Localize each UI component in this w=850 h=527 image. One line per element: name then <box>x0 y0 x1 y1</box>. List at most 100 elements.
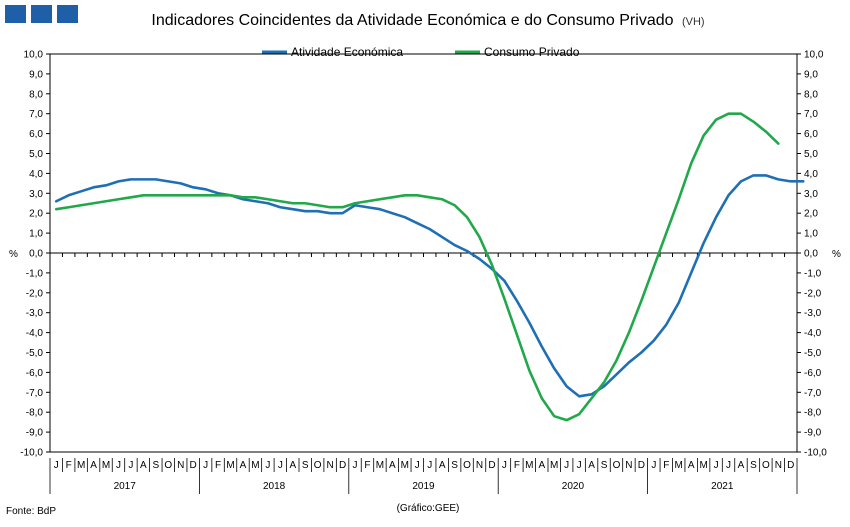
month-label: S <box>302 460 309 471</box>
y-tick-label-left: 2,0 <box>29 209 43 220</box>
y-tick-label-left: -1,0 <box>26 268 44 279</box>
y-tick-label-right: 10,0 <box>804 50 824 61</box>
y-tick-label-left: 7,0 <box>29 109 43 120</box>
y-unit-left: % <box>9 249 18 260</box>
y-axis-right: -10,0 -9,0 -8,0 -7,0 -6,0 -5,0 -4,0 -3,0 -2,0 -1,… <box>797 50 827 459</box>
y-tick-label-left: 3,0 <box>29 189 43 200</box>
y-tick-label-left: -7,0 <box>26 388 44 399</box>
y-tick-label-right: 4,0 <box>804 169 818 180</box>
series-line-consumo <box>54 112 780 422</box>
y-tick-label-left: 10,0 <box>24 50 44 61</box>
y-tick-label-right: 7,0 <box>804 109 818 120</box>
y-tick-label-right: -4,0 <box>804 328 822 339</box>
y-tick-label-right: 1,0 <box>804 229 818 240</box>
month-label: O <box>314 460 322 471</box>
month-label: J <box>128 460 133 471</box>
month-label: N <box>327 460 334 471</box>
month-label: A <box>738 460 745 471</box>
month-label: A <box>588 460 595 471</box>
legend: Atividade Económica Consumo Privado <box>262 45 580 59</box>
month-label: J <box>651 460 656 471</box>
month-label: M <box>401 460 409 471</box>
month-label: S <box>601 460 608 471</box>
y-tick-label-left: 6,0 <box>29 129 43 140</box>
series-line-atividade <box>54 174 805 398</box>
month-label: A <box>240 460 247 471</box>
month-label: F <box>663 460 669 471</box>
y-tick-label-right: 3,0 <box>804 189 818 200</box>
y-tick-label-left: -9,0 <box>26 428 44 439</box>
month-label: D <box>787 460 794 471</box>
month-label: N <box>177 460 184 471</box>
y-tick-label-right: -1,0 <box>804 268 822 279</box>
month-label: M <box>675 460 683 471</box>
legend-label-atividade: Atividade Económica <box>291 45 403 59</box>
y-tick-label-right: -2,0 <box>804 288 822 299</box>
month-label: D <box>488 460 495 471</box>
month-label: J <box>415 460 420 471</box>
month-label: F <box>215 460 221 471</box>
legend-label-consumo: Consumo Privado <box>484 45 580 59</box>
month-label: A <box>688 460 695 471</box>
month-label: J <box>502 460 507 471</box>
month-label: M <box>550 460 558 471</box>
y-tick-label-right: 5,0 <box>804 149 818 160</box>
y-tick-label-left: -10,0 <box>20 448 43 459</box>
month-label: A <box>439 460 446 471</box>
y-tick-label-left: -3,0 <box>26 308 44 319</box>
month-label: J <box>714 460 719 471</box>
x-axis-years: 2017 2018 2019 2020 2021 <box>49 472 798 494</box>
month-label: O <box>613 460 621 471</box>
y-tick-label-left: -4,0 <box>26 328 44 339</box>
month-label: S <box>451 460 458 471</box>
credit-note: (Gráfico:GEE) <box>397 503 460 514</box>
y-unit-right: % <box>832 249 841 260</box>
month-label: N <box>775 460 782 471</box>
y-tick-label-right: 9,0 <box>804 69 818 80</box>
y-tick-label-right: -10,0 <box>804 448 827 459</box>
month-label: J <box>726 460 731 471</box>
month-label: O <box>463 460 471 471</box>
year-label: 2017 <box>114 481 137 492</box>
month-label: J <box>54 460 59 471</box>
month-label: D <box>638 460 645 471</box>
y-tick-label-right: 0,0 <box>804 249 818 260</box>
y-tick-label-left: 9,0 <box>29 69 43 80</box>
month-label: D <box>339 460 346 471</box>
month-label: A <box>538 460 545 471</box>
y-tick-label-left: 5,0 <box>29 149 43 160</box>
month-label: M <box>699 460 707 471</box>
source-note: Fonte: BdP <box>6 506 56 517</box>
month-label: J <box>564 460 569 471</box>
month-label: M <box>102 460 110 471</box>
y-tick-label-right: -8,0 <box>804 408 822 419</box>
month-label: S <box>750 460 757 471</box>
month-label: J <box>116 460 121 471</box>
month-label: A <box>90 460 97 471</box>
y-tick-label-right: -9,0 <box>804 428 822 439</box>
y-tick-label-right: -7,0 <box>804 388 822 399</box>
y-axis-left: -10,0 -9,0 -8,0 -7,0 -6,0 -5,0 -4,0 -3,0 -2,0 -1,… <box>20 50 50 459</box>
year-label: 2018 <box>263 481 286 492</box>
y-tick-label-right: -5,0 <box>804 348 822 359</box>
y-tick-label-left: 4,0 <box>29 169 43 180</box>
y-tick-label-right: -3,0 <box>804 308 822 319</box>
y-tick-label-left: 8,0 <box>29 89 43 100</box>
y-tick-label-left: -5,0 <box>26 348 44 359</box>
y-tick-label-left: -2,0 <box>26 288 44 299</box>
month-label: F <box>66 460 72 471</box>
y-tick-label-left: 1,0 <box>29 229 43 240</box>
month-label: A <box>389 460 396 471</box>
series-lines <box>54 112 805 422</box>
month-label: M <box>226 460 234 471</box>
month-label: M <box>525 460 533 471</box>
month-label: M <box>251 460 259 471</box>
y-tick-label-right: -6,0 <box>804 368 822 379</box>
month-label: J <box>577 460 582 471</box>
month-label: J <box>203 460 208 471</box>
month-label: M <box>376 460 384 471</box>
year-label: 2021 <box>711 481 734 492</box>
month-label: A <box>289 460 296 471</box>
month-label: N <box>625 460 632 471</box>
month-label: F <box>514 460 520 471</box>
